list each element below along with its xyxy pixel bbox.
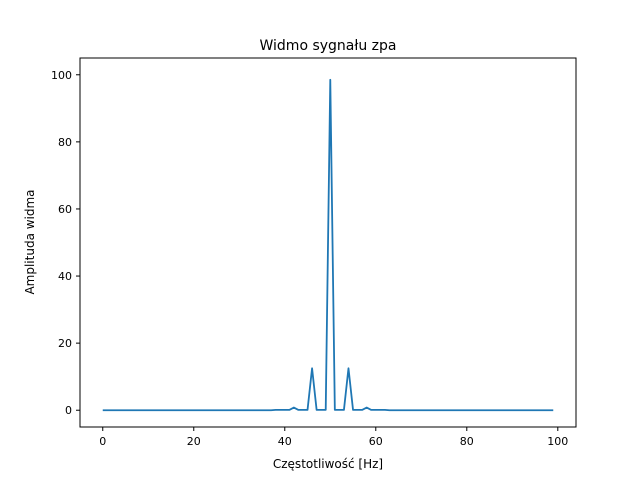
x-tick-label: 0 — [99, 435, 106, 448]
series-line-0 — [102, 78, 554, 412]
axes-frame — [79, 57, 577, 428]
y-tick-label: 60 — [58, 203, 72, 216]
x-tick-label: 80 — [460, 435, 474, 448]
y-tick-label: 20 — [58, 337, 72, 350]
chart-title: Widmo sygnału zpa — [260, 38, 397, 54]
x-tick-label: 100 — [547, 435, 568, 448]
x-tick-label: 20 — [187, 435, 201, 448]
x-axis-ticks: 0 20 40 60 80 100 — [99, 427, 568, 448]
plot-area — [102, 78, 554, 412]
y-tick-label: 100 — [51, 69, 72, 82]
x-tick-label: 40 — [278, 435, 292, 448]
y-axis-ticks: 0 20 40 60 80 100 — [51, 69, 80, 417]
x-tick-label: 60 — [369, 435, 383, 448]
y-tick-label: 80 — [58, 136, 72, 149]
y-axis-label: Amplituda widma — [23, 189, 37, 294]
y-tick-label: 0 — [65, 404, 72, 417]
x-axis-label: Częstotliwość [Hz] — [273, 457, 383, 471]
y-tick-label: 40 — [58, 270, 72, 283]
